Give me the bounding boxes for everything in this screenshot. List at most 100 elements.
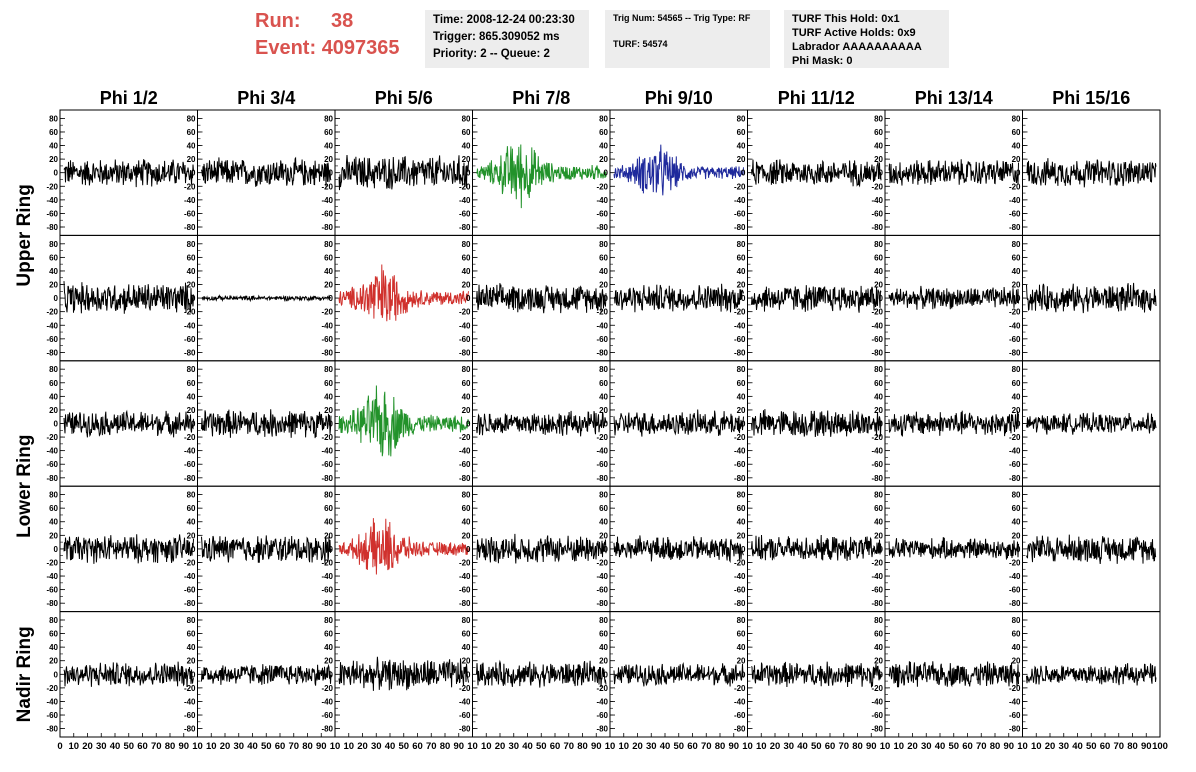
y-tick-label: 80	[1012, 240, 1021, 249]
y-tick-label: 20	[462, 406, 471, 415]
x-tick-label: 10	[330, 741, 341, 752]
y-tick-label: 0	[191, 420, 196, 429]
x-tick-label: 10	[467, 741, 478, 752]
y-tick-label: 40	[187, 643, 196, 652]
x-tick-label: 60	[550, 741, 561, 752]
y-tick-label: 80	[187, 616, 196, 625]
y-tick-label: 80	[1012, 491, 1021, 500]
x-tick-label: 60	[412, 741, 423, 752]
y-tick-label: 60	[49, 630, 58, 639]
y-tick-label: -20	[596, 558, 608, 567]
y-tick-label: 60	[324, 630, 333, 639]
column-header-4: Phi 7/8	[512, 88, 570, 108]
y-tick-label: 60	[737, 128, 746, 137]
y-tick-label: 20	[599, 155, 608, 164]
y-tick-label: 60	[324, 379, 333, 388]
y-tick-label: 40	[737, 142, 746, 151]
y-tick-label: -60	[184, 711, 196, 720]
y-tick-label: 20	[737, 406, 746, 415]
y-tick-label: -60	[871, 711, 883, 720]
y-tick-label: -60	[1009, 711, 1021, 720]
column-header-7: Phi 13/14	[915, 88, 993, 108]
waveform-trace	[201, 409, 332, 439]
y-tick-label: 80	[1012, 114, 1021, 123]
y-tick-label: 40	[599, 518, 608, 527]
y-tick-label: -20	[321, 684, 333, 693]
y-tick-label: 60	[1012, 379, 1021, 388]
x-tick-label: 70	[288, 741, 299, 752]
y-tick-label: 40	[324, 267, 333, 276]
y-tick-label: 80	[49, 491, 58, 500]
y-tick-label: 0	[1016, 294, 1021, 303]
y-tick-label: -40	[734, 196, 746, 205]
y-tick-label: -40	[734, 572, 746, 581]
x-tick-label: 50	[811, 741, 822, 752]
y-tick-label: -80	[46, 223, 58, 232]
y-tick-label: 20	[49, 406, 58, 415]
x-tick-label: 80	[302, 741, 313, 752]
y-tick-label: 0	[741, 420, 746, 429]
x-tick-label: 30	[783, 741, 794, 752]
turf-info-box: TURF This Hold: 0x1 TURF Active Holds: 0…	[784, 10, 949, 68]
y-tick-label: 80	[874, 616, 883, 625]
y-tick-label: -80	[1009, 474, 1021, 483]
y-tick-label: -20	[596, 182, 608, 191]
y-tick-label: -20	[596, 433, 608, 442]
y-tick-label: 60	[324, 128, 333, 137]
y-tick-label: -60	[321, 460, 333, 469]
y-tick-label: -80	[321, 599, 333, 608]
y-tick-label: -60	[1009, 460, 1021, 469]
y-tick-label: 80	[599, 114, 608, 123]
waveform-trace	[1026, 663, 1157, 686]
y-tick-label: 60	[324, 253, 333, 262]
y-tick-label: -20	[734, 308, 746, 317]
x-tick-label: 40	[1072, 741, 1083, 752]
waveform-trace	[613, 144, 744, 196]
y-tick-label: 40	[187, 392, 196, 401]
y-tick-label: 40	[462, 142, 471, 151]
y-tick-label: 20	[324, 406, 333, 415]
y-tick-label: -20	[46, 684, 58, 693]
y-tick-label: 60	[187, 630, 196, 639]
y-tick-label: -60	[459, 460, 471, 469]
y-tick-label: -40	[459, 697, 471, 706]
y-tick-label: -80	[184, 223, 196, 232]
trig-num-text: Trig Num: 54565 -- Trig Type: RF	[613, 13, 751, 23]
y-tick-label: 60	[462, 504, 471, 513]
y-tick-label: 80	[874, 114, 883, 123]
y-tick-label: -80	[1009, 725, 1021, 734]
y-tick-label: 60	[462, 630, 471, 639]
x-tick-label: 30	[1058, 741, 1069, 752]
x-tick-label: 10	[192, 741, 203, 752]
y-tick-label: -20	[1009, 182, 1021, 191]
x-tick-label: 40	[522, 741, 533, 752]
y-tick-label: -20	[184, 433, 196, 442]
waveform-trace	[201, 663, 332, 686]
y-tick-label: 0	[191, 545, 196, 554]
y-tick-label: 80	[187, 114, 196, 123]
y-tick-label: 80	[462, 365, 471, 374]
y-tick-label: -60	[734, 335, 746, 344]
x-tick-label: 0	[57, 741, 62, 752]
trigger-text: Trigger: 865.309052 ms	[433, 31, 560, 43]
y-tick-label: 20	[462, 155, 471, 164]
y-tick-label: 60	[1012, 630, 1021, 639]
y-tick-label: 20	[599, 281, 608, 290]
y-tick-label: 40	[1012, 392, 1021, 401]
y-tick-label: -20	[184, 308, 196, 317]
y-tick-label: 20	[462, 657, 471, 666]
x-tick-label: 30	[233, 741, 244, 752]
y-tick-label: 60	[462, 128, 471, 137]
y-tick-label: -40	[321, 196, 333, 205]
x-tick-label: 10	[206, 741, 217, 752]
y-tick-label: 0	[879, 169, 884, 178]
waveform-trace	[1026, 534, 1157, 565]
y-tick-label: 20	[49, 281, 58, 290]
y-tick-label: 0	[604, 420, 609, 429]
waveform-trace	[751, 409, 882, 438]
y-tick-label: 80	[49, 240, 58, 249]
y-tick-label: -60	[46, 209, 58, 218]
y-tick-label: -40	[46, 321, 58, 330]
x-tick-label: 80	[577, 741, 588, 752]
waveform-trace	[63, 409, 194, 438]
